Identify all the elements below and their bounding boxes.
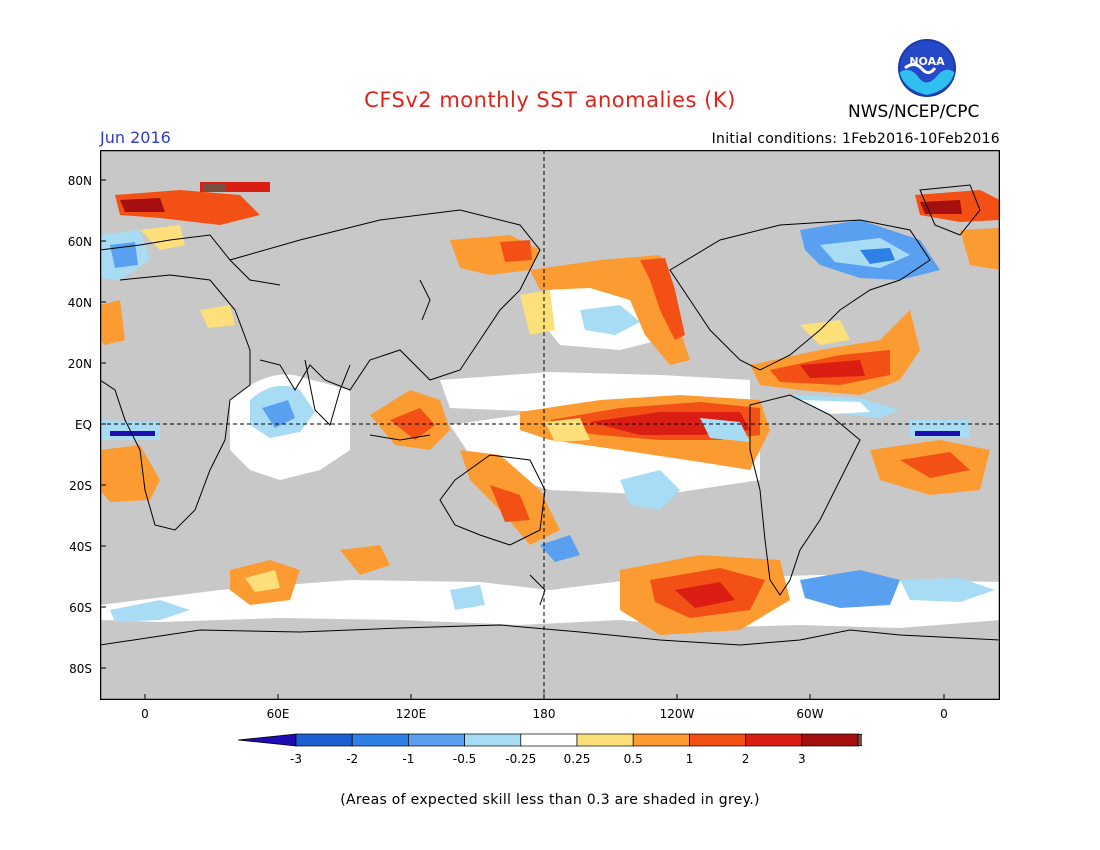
colorbar-segment [408, 733, 465, 747]
colorbar-segment [351, 733, 409, 747]
colorbar-segment [801, 733, 859, 747]
colorbar-segment [295, 733, 353, 747]
lon-label: 120W [659, 707, 695, 721]
map-frame [100, 150, 1000, 700]
sst-anomaly-map [100, 150, 1000, 700]
lat-label: 40S [69, 540, 92, 554]
colorbar-segment [520, 733, 578, 747]
lat-label: 20S [69, 479, 92, 493]
colorbar-segment [745, 733, 803, 747]
colorbar-tick-label: 0.5 [623, 752, 643, 766]
lat-label: EQ [74, 418, 92, 432]
colorbar-tick-label: -3 [290, 752, 302, 766]
colorbar-segment [632, 733, 690, 747]
colorbar-segment [689, 733, 746, 747]
lon-label: 0 [940, 707, 948, 721]
colorbar-tick-label: 1 [685, 752, 694, 766]
lat-label: 80N [67, 174, 92, 188]
noaa-logo-text: NOAA [909, 55, 945, 68]
lat-label: 60N [67, 235, 92, 249]
colorbar-tick-label: -0.25 [505, 752, 537, 766]
lat-label: 80S [69, 662, 92, 676]
lon-label: 120E [395, 707, 427, 721]
chart-title: CFSv2 monthly SST anomalies (K) [364, 88, 736, 112]
coastlines [100, 184, 1000, 646]
colorbar-tick-label: -1 [402, 752, 415, 766]
agency-label: NWS/NCEP/CPC [848, 102, 980, 122]
footnote: (Areas of expected skill less than 0.3 a… [340, 792, 760, 808]
colorbar-tick-label: 0.25 [563, 752, 591, 766]
initial-conditions: Initial conditions: 1Feb2016-10Feb2016 [711, 131, 1000, 147]
colorbar-segment [576, 733, 634, 747]
lon-label: 0 [141, 707, 149, 721]
lon-label: 180 [532, 707, 556, 721]
colorbar-min-arrow [237, 733, 297, 747]
anomaly-field [100, 182, 1000, 635]
lat-label: 60S [69, 601, 92, 615]
lon-label: 60W [796, 707, 824, 721]
colorbar-tick-label: 3 [797, 752, 806, 766]
noaa-logo-icon: NOAA [897, 38, 957, 98]
colorbar-tick-label: -2 [346, 752, 359, 766]
colorbar-tick-label: -0.5 [452, 752, 477, 766]
colorbar-segment [464, 733, 522, 747]
forecast-month: Jun 2016 [100, 128, 171, 147]
lon-label: 60E [266, 707, 290, 721]
lat-label: 20N [67, 357, 92, 371]
colorbar-tick-label: 2 [741, 752, 750, 766]
lat-label: 40N [67, 296, 92, 310]
colorbar-max-arrow [857, 733, 917, 747]
colorbar [237, 732, 917, 752]
